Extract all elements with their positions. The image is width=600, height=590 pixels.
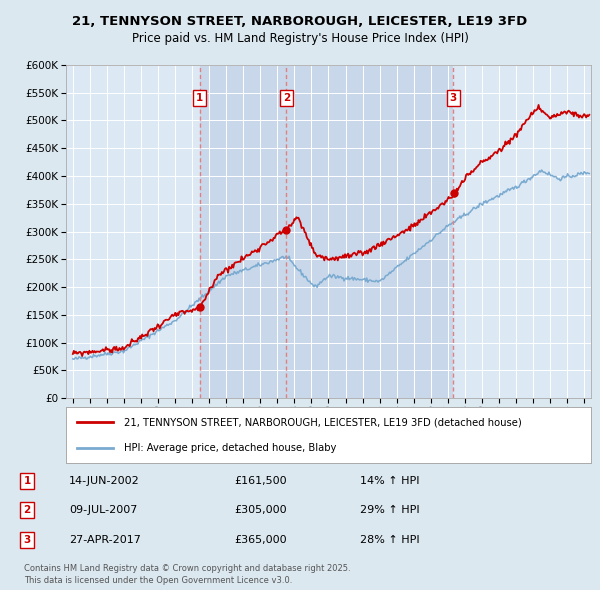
Bar xyxy=(286,65,453,398)
Text: 29% ↑ HPI: 29% ↑ HPI xyxy=(360,506,419,515)
Text: Price paid vs. HM Land Registry's House Price Index (HPI): Price paid vs. HM Land Registry's House … xyxy=(131,32,469,45)
Text: 1: 1 xyxy=(23,476,31,486)
Text: 27-APR-2017: 27-APR-2017 xyxy=(69,535,141,545)
Text: 21, TENNYSON STREET, NARBOROUGH, LEICESTER, LE19 3FD: 21, TENNYSON STREET, NARBOROUGH, LEICEST… xyxy=(73,15,527,28)
Text: 28% ↑ HPI: 28% ↑ HPI xyxy=(360,535,419,545)
Text: 3: 3 xyxy=(23,535,31,545)
Text: £305,000: £305,000 xyxy=(234,506,287,515)
Text: £161,500: £161,500 xyxy=(234,476,287,486)
Text: HPI: Average price, detached house, Blaby: HPI: Average price, detached house, Blab… xyxy=(124,443,336,453)
Text: £365,000: £365,000 xyxy=(234,535,287,545)
Text: 14% ↑ HPI: 14% ↑ HPI xyxy=(360,476,419,486)
Bar xyxy=(453,65,591,398)
Text: 09-JUL-2007: 09-JUL-2007 xyxy=(69,506,137,515)
Bar xyxy=(66,65,200,398)
Text: 2: 2 xyxy=(283,93,290,103)
Text: Contains HM Land Registry data © Crown copyright and database right 2025.
This d: Contains HM Land Registry data © Crown c… xyxy=(24,565,350,585)
Text: 14-JUN-2002: 14-JUN-2002 xyxy=(69,476,140,486)
Text: 1: 1 xyxy=(196,93,203,103)
Bar xyxy=(200,65,286,398)
Text: 21, TENNYSON STREET, NARBOROUGH, LEICESTER, LE19 3FD (detached house): 21, TENNYSON STREET, NARBOROUGH, LEICEST… xyxy=(124,417,521,427)
Text: 3: 3 xyxy=(449,93,457,103)
Text: 2: 2 xyxy=(23,506,31,515)
